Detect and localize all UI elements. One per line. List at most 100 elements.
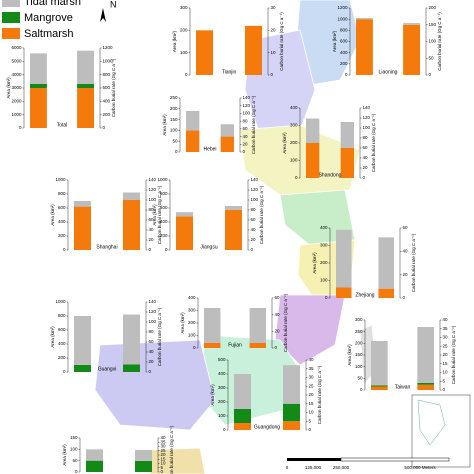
tick-label: 140 [251, 177, 259, 182]
tick-label: 100 [149, 319, 157, 324]
tick-label: 1200 [337, 5, 348, 10]
area-segment [86, 449, 103, 461]
tick-label: 400 [58, 341, 66, 346]
tick-label: 140 [363, 105, 371, 110]
tick-label: 100 [170, 128, 178, 133]
rate-segment [283, 403, 300, 422]
region-name: Jiangsu [200, 244, 217, 250]
region-name: Shanghai [96, 244, 117, 250]
tick-label: 800 [340, 28, 348, 33]
tick-label: 40 [403, 249, 409, 254]
rate-segment [283, 421, 300, 430]
scale-label: 250,000 [333, 465, 350, 470]
tick-label: 0 [63, 247, 66, 252]
area-segment [186, 130, 200, 152]
tick-label: 40 [243, 134, 249, 139]
tick-label: 30 [161, 444, 167, 449]
tick-label: 200 [103, 112, 111, 117]
tick-label: 100 [149, 197, 157, 202]
tick-label: 400 [218, 371, 226, 376]
north-arrow: N [100, 0, 117, 22]
tick-label: 400 [340, 50, 348, 55]
tick-label: 40 [251, 227, 257, 232]
tick-label: 400 [58, 219, 66, 224]
tick-label: 400 [188, 295, 196, 300]
tick-label: 2000 [11, 99, 22, 104]
tick-label: 40 [363, 155, 369, 160]
area-segment [234, 423, 251, 430]
tick-label: 35 [309, 366, 315, 371]
tick-label: 10 [271, 50, 277, 55]
rate-segment [77, 88, 94, 128]
rate-segment [378, 237, 394, 289]
rate-segment [135, 460, 152, 472]
tick-label: 1000 [337, 16, 348, 21]
inset-frame [411, 394, 471, 468]
tick-label: 400 [160, 219, 168, 224]
legend-swatch [2, 28, 20, 39]
hainan-area [149, 447, 206, 474]
tick-label: 10 [161, 461, 167, 466]
tick-label: 25 [443, 343, 449, 348]
region-name: Tianjin [222, 69, 237, 75]
tick-label: 800 [58, 313, 66, 318]
legend-label: Mangrove [24, 12, 73, 24]
tick-label: 100 [355, 364, 363, 369]
tick-label: 140 [243, 95, 251, 100]
tick-label: 15 [443, 361, 449, 366]
area-segment [30, 53, 47, 84]
rate-segment [378, 288, 394, 298]
tick-label: 140 [149, 299, 157, 304]
axis-title: Area (km²) [62, 444, 67, 466]
legend-label: Tidal marsh [24, 0, 81, 8]
legend-swatch [2, 0, 20, 7]
tick-label: 5 [161, 465, 164, 470]
tick-label: 0 [193, 345, 196, 350]
tick-label: 20 [363, 165, 369, 170]
tick-label: 0 [243, 149, 246, 154]
axis-title: Carbon burial rate (Gg C a⁻¹) [451, 325, 456, 384]
rate-segment [123, 192, 140, 200]
axis-title: Carbon burial rate (Gg C a⁻¹) [437, 12, 442, 71]
tick-label: 100 [188, 333, 196, 338]
axis-title: Carbon burial rate (Gg C a⁻¹) [371, 113, 376, 172]
area-segment [176, 212, 193, 217]
area-segment [74, 316, 91, 365]
axis-title: Area (km²) [172, 30, 177, 52]
tick-label: 800 [103, 72, 111, 77]
tick-label: 60 [363, 145, 369, 150]
tick-label: 30 [309, 375, 315, 380]
tick-label: 10 [443, 370, 449, 375]
tick-label: 20 [251, 237, 257, 242]
area-segment [30, 84, 47, 88]
area-segment [186, 110, 200, 131]
area-segment [371, 386, 388, 390]
tick-label: 600 [58, 205, 66, 210]
tick-label: 200 [58, 355, 66, 360]
tick-label: 600 [58, 327, 66, 332]
north-label: N [110, 0, 117, 9]
rate-segment [123, 314, 140, 365]
mini-chart: 0 100 200 300 400 0 20 40 60 Area (km²) Carbon bur… [312, 225, 416, 300]
tick-label: 300 [180, 5, 188, 10]
axis-title: Area (km²) [50, 204, 55, 226]
tick-label: 20 [275, 329, 281, 334]
tick-label: 35 [443, 326, 449, 331]
tick-label: 200 [180, 28, 188, 33]
tick-label: 1000 [55, 177, 66, 182]
tick-label: 200 [188, 320, 196, 325]
region-name: Taiwan [395, 384, 411, 390]
tick-label: 0 [149, 247, 152, 252]
fujian-area [274, 294, 346, 366]
rate-segment [220, 136, 234, 152]
tick-label: 120 [149, 187, 157, 192]
axis-title: Area (km²) [152, 204, 157, 226]
axis-title: Carbon burial rate (Gg C a⁻¹) [157, 307, 162, 366]
tick-label: 150 [355, 352, 363, 357]
tick-label: 0 [103, 125, 106, 130]
tick-label: 0 [360, 387, 363, 392]
tick-label: 20 [309, 392, 315, 397]
tick-label: 0 [345, 72, 348, 77]
tick-label: 200 [170, 106, 178, 111]
tick-label: 25 [309, 383, 315, 388]
